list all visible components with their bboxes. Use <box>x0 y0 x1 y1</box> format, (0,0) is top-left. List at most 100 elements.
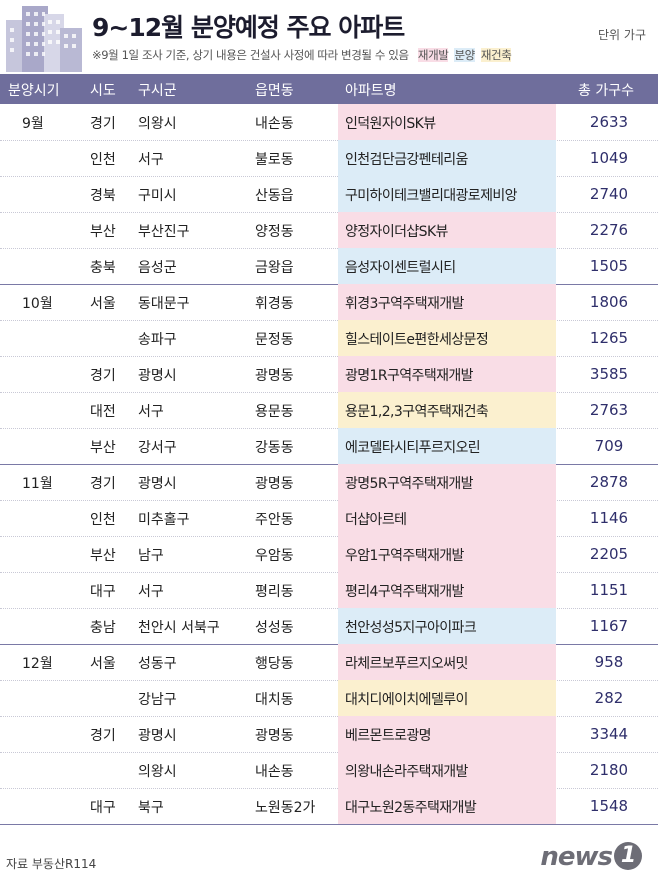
cell-total: 2878 <box>589 473 629 491</box>
apt-cell-bg <box>338 680 556 716</box>
cell-dong: 성성동 <box>255 620 294 636</box>
cell-apt: 광명5R구역주택재개발 <box>345 476 474 492</box>
apt-cell-bg <box>338 788 556 824</box>
cell-sido: 경기 <box>90 116 116 132</box>
cell-apt: 인덕원자이SK뷰 <box>345 116 436 132</box>
cell-gu: 북구 <box>138 800 164 816</box>
cell-sido: 인천 <box>90 152 116 168</box>
cell-apt: 천안성성5지구아이파크 <box>345 620 477 636</box>
table-row: 대구 북구 노원동2가 대구노원2동주택재개발 1548 <box>0 788 658 824</box>
cell-sido: 부산 <box>90 548 116 564</box>
row-divider <box>0 536 658 537</box>
cell-total: 1146 <box>589 509 629 527</box>
group-divider <box>0 644 658 645</box>
cell-total: 2763 <box>589 401 629 419</box>
cell-apt: 구미하이테크밸리대광로제비앙 <box>345 188 518 204</box>
row-divider <box>0 176 658 177</box>
cell-dong: 우암동 <box>255 548 294 564</box>
cell-sido: 서울 <box>90 296 116 312</box>
cell-total: 282 <box>594 689 624 707</box>
apt-cell-bg <box>338 140 556 176</box>
apt-cell-bg <box>338 320 556 356</box>
row-divider <box>0 716 658 717</box>
row-divider <box>0 788 658 789</box>
cell-gu: 미추홀구 <box>138 512 190 528</box>
apt-cell-bg <box>338 428 556 464</box>
chart-title: 9~12월 분양예정 주요 아파트 <box>92 13 405 42</box>
cell-total: 958 <box>594 653 624 671</box>
cell-gu: 부산진구 <box>138 224 190 240</box>
col-sido: 시도 <box>90 83 116 99</box>
cell-apt: 의왕내손라주택재개발 <box>345 764 468 780</box>
cell-apt: 용문1,2,3구역주택재건축 <box>345 404 489 420</box>
cell-sido: 충북 <box>90 260 116 276</box>
table-row: 대구 서구 평리동 평리4구역주택재개발 1151 <box>0 572 658 608</box>
cell-dong: 용문동 <box>255 404 294 420</box>
apt-cell-bg <box>338 176 556 212</box>
table-row: 부산 강서구 강동동 에코델타시티푸르지오린 709 <box>0 428 658 464</box>
legend-item: 재개발 <box>417 48 449 62</box>
apt-cell-bg <box>338 248 556 284</box>
cell-dong: 주안동 <box>255 512 294 528</box>
cell-gu: 동대문구 <box>138 296 190 312</box>
cell-sido: 경기 <box>90 368 116 384</box>
apt-cell-bg <box>338 500 556 536</box>
row-divider <box>0 680 658 681</box>
cell-apt: 대구노원2동주택재개발 <box>345 800 477 816</box>
cell-apt: 대치디에이치에델루이 <box>345 692 468 708</box>
cell-gu: 남구 <box>138 548 164 564</box>
table-row: 충남 천안시 서북구 성성동 천안성성5지구아이파크 1167 <box>0 608 658 644</box>
cell-total: 3344 <box>589 725 629 743</box>
cell-total: 709 <box>594 437 624 455</box>
cell-apt: 베르몬트로광명 <box>345 728 432 744</box>
cell-sido: 대구 <box>90 584 116 600</box>
cell-total: 2276 <box>589 221 629 239</box>
row-divider <box>0 140 658 141</box>
table-row: 송파구 문정동 힐스테이트e편한세상문정 1265 <box>0 320 658 356</box>
cell-dong: 산동읍 <box>255 188 294 204</box>
apt-cell-bg <box>338 104 556 140</box>
cell-gu: 강남구 <box>138 692 177 708</box>
cell-gu: 의왕시 <box>138 116 177 132</box>
cell-sido: 경기 <box>90 476 116 492</box>
row-divider <box>0 428 658 429</box>
table-row: 인천 미추홀구 주안동 더샵아르테 1146 <box>0 500 658 536</box>
col-apt: 아파트명 <box>345 83 397 99</box>
cell-sido: 대구 <box>90 800 116 816</box>
cell-month: 12월 <box>22 656 53 672</box>
group-divider <box>0 284 658 285</box>
cell-gu: 광명시 <box>138 728 177 744</box>
row-divider <box>0 212 658 213</box>
table-row: 강남구 대치동 대치디에이치에델루이 282 <box>0 680 658 716</box>
cell-total: 1049 <box>589 149 629 167</box>
apt-cell-bg <box>338 356 556 392</box>
unit-label: 단위 가구 <box>598 28 646 42</box>
cell-gu: 송파구 <box>138 332 177 348</box>
cell-sido: 경기 <box>90 728 116 744</box>
cell-dong: 광명동 <box>255 728 294 744</box>
table-row: 경북 구미시 산동읍 구미하이테크밸리대광로제비앙 2740 <box>0 176 658 212</box>
cell-total: 3585 <box>589 365 629 383</box>
cell-apt: 광명1R구역주택재개발 <box>345 368 474 384</box>
cell-dong: 내손동 <box>255 116 294 132</box>
apt-cell-bg <box>338 464 556 500</box>
cell-total: 1505 <box>589 257 629 275</box>
news1-logo: news 1 <box>540 842 642 872</box>
cell-sido: 인천 <box>90 512 116 528</box>
cell-total: 1548 <box>589 797 629 815</box>
table-row: 대전 서구 용문동 용문1,2,3구역주택재건축 2763 <box>0 392 658 428</box>
row-divider <box>0 752 658 753</box>
col-gu: 구시군 <box>138 83 177 99</box>
cell-dong: 행당동 <box>255 656 294 672</box>
cell-dong: 강동동 <box>255 440 294 456</box>
note-text: ※9월 1일 조사 기준, 상기 내용은 건설사 사정에 따라 변경될 수 있음 <box>92 48 409 62</box>
cell-gu: 서구 <box>138 152 164 168</box>
source-text: 자료 부동산R114 <box>6 857 97 871</box>
cell-dong: 광명동 <box>255 476 294 492</box>
cell-apt: 양정자이더샵SK뷰 <box>345 224 448 240</box>
cell-dong: 양정동 <box>255 224 294 240</box>
table-row: 경기 광명시 광명동 광명1R구역주택재개발 3585 <box>0 356 658 392</box>
cell-gu: 광명시 <box>138 368 177 384</box>
table-row: 경기 광명시 광명동 베르몬트로광명 3344 <box>0 716 658 752</box>
row-divider <box>0 392 658 393</box>
